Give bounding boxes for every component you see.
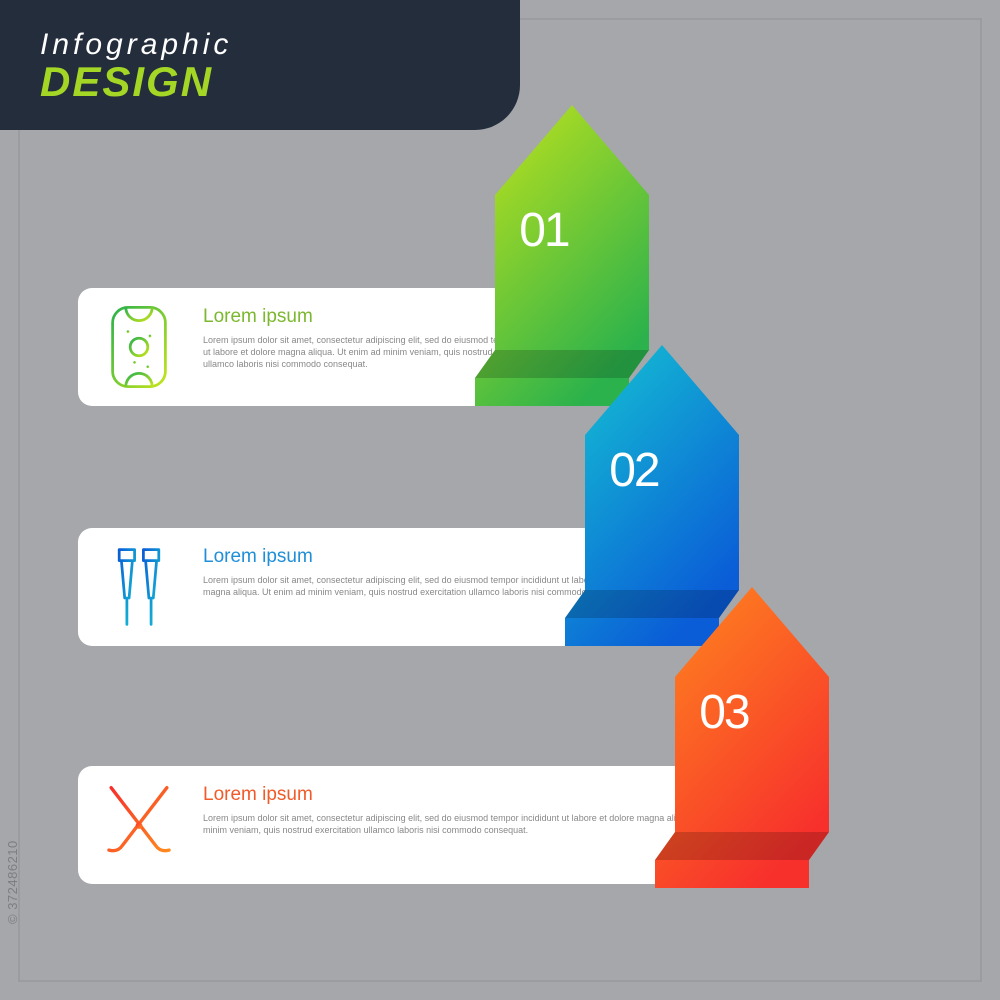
crutches-icon (100, 543, 178, 631)
step-number: 02 (609, 443, 658, 498)
header-line1: Infographic (40, 28, 480, 62)
watermark-text: © 372486210 (5, 840, 20, 924)
step-arrow: 03 (653, 585, 831, 894)
step-number: 03 (699, 685, 748, 740)
hockey-sticks-icon (100, 781, 178, 869)
header-line2: DESIGN (40, 62, 480, 102)
header-banner: Infographic DESIGN (0, 0, 520, 130)
step-number: 01 (519, 203, 568, 258)
air-hockey-table-icon (100, 303, 178, 391)
